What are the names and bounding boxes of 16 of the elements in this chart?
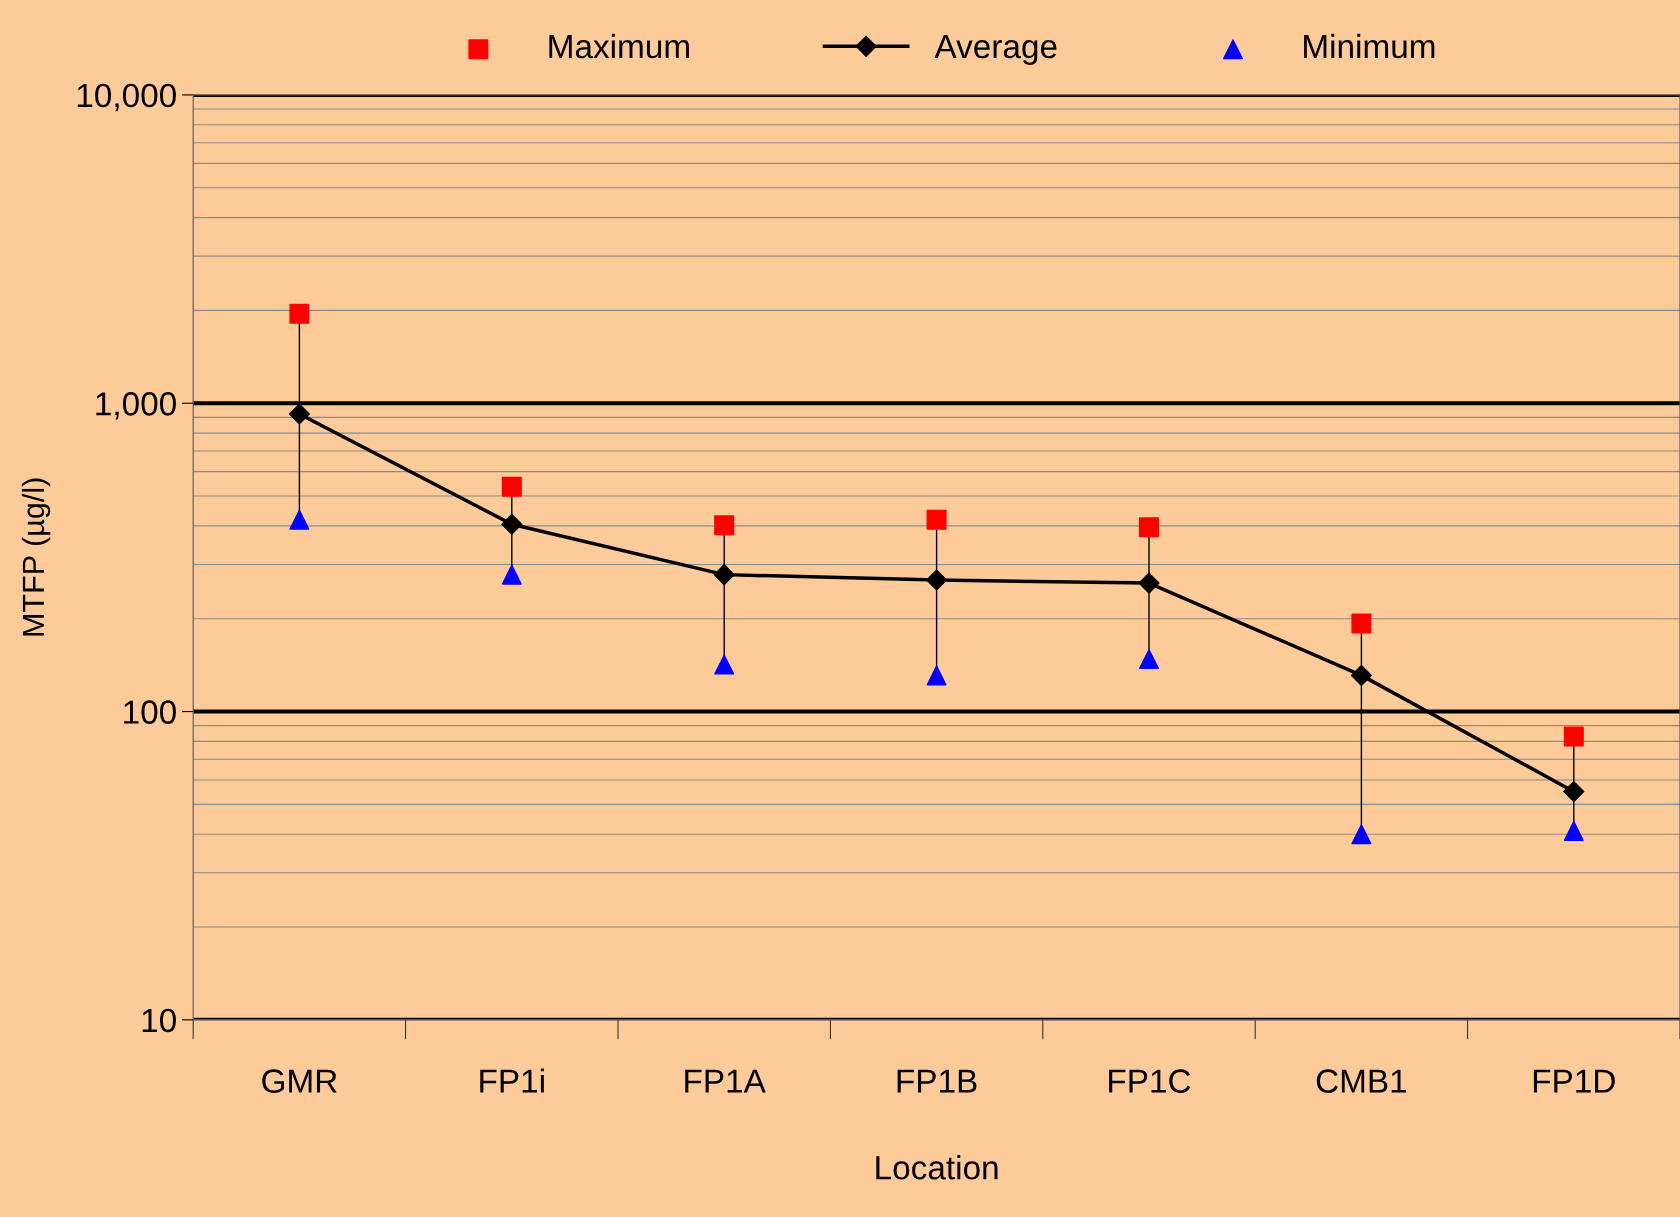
legend-label: Minimum: [1304, 33, 1435, 59]
x-tick-label: FP1i: [480, 1068, 544, 1093]
y-tick-label: 10: [142, 1008, 176, 1033]
legend-label: Average: [934, 35, 1057, 65]
y-tick-label: 10,000: [77, 83, 176, 112]
y-tick-label: 1,000: [96, 392, 176, 420]
x-tick-label: FP1A: [685, 1069, 766, 1093]
x-axis-title: Location: [876, 1155, 998, 1180]
legend-label: Maximum: [549, 33, 689, 59]
y-axis-title: MTFP (µg/l): [21, 478, 51, 636]
x-tick-label: CMB1: [1316, 1069, 1407, 1093]
x-tick-label: FP1D: [1533, 1069, 1615, 1093]
x-tick-label: FP1C: [1109, 1069, 1191, 1093]
x-tick-label: GMR: [262, 1069, 337, 1093]
y-tick-label: 100: [124, 700, 176, 724]
x-tick-label: FP1B: [897, 1069, 977, 1093]
